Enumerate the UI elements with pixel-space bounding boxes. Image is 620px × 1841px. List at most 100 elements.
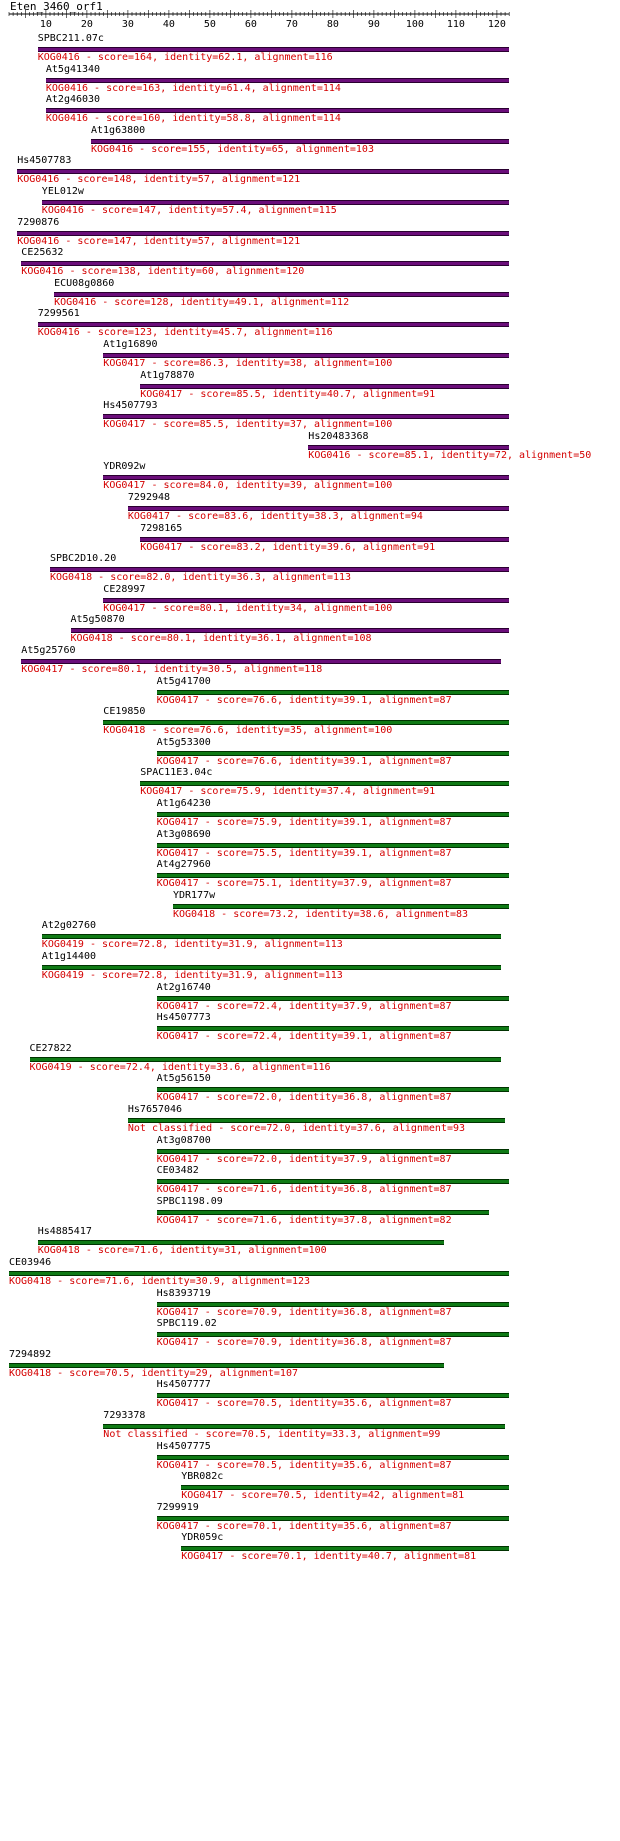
alignment-bar[interactable] (50, 567, 510, 573)
hit-name[interactable]: SPAC11E3.04c (140, 767, 213, 779)
hit-name[interactable]: At1g14400 (41, 951, 96, 962)
hit-name[interactable]: At1g64230 (156, 798, 211, 809)
hit-name[interactable]: At5g56150 (156, 1073, 211, 1085)
alignment-bar[interactable] (17, 169, 510, 175)
hit-row[interactable]: At1g16890 KOG0417 - score=86.3, identity=… (0, 339, 620, 375)
hit-name[interactable]: At5g53300 (156, 736, 211, 748)
hit-name[interactable]: CE19850 (103, 706, 146, 718)
hit-name[interactable]: 7299919 (156, 1501, 199, 1513)
hit-row[interactable]: CE19850 KOG0418 - score=76.6, identity=35… (0, 706, 620, 742)
hit-row[interactable]: At5g25760 KOG0417 - score=80.1, identity=… (0, 645, 620, 681)
alignment-bar[interactable] (127, 506, 510, 511)
alignment-bar[interactable] (127, 1118, 506, 1123)
hit-row[interactable]: 7299919 KOG0417 - score=70.1, identity=35… (0, 1502, 620, 1538)
alignment-bar[interactable] (140, 781, 510, 787)
hit-name[interactable]: Hs4885417 (37, 1226, 92, 1238)
hit-name[interactable]: Hs4507777 (156, 1379, 211, 1391)
hit-row[interactable]: SPBC211.07c KOG0416 - score=164, identity… (0, 33, 620, 69)
hit-name[interactable]: Hs7657046 (127, 1104, 183, 1115)
hit-row[interactable]: 7290876 KOG0416 - score=147, identity=57,… (0, 217, 620, 253)
hit-name[interactable]: Hs4507793 (103, 400, 158, 412)
alignment-bar[interactable] (54, 291, 510, 297)
hit-name[interactable]: Hs20483368 (308, 430, 369, 442)
hit-row[interactable]: At2g16740 KOG0417 - score=72.4, identity=… (0, 982, 620, 1018)
hit-name[interactable]: SPBC2D10.20 (50, 553, 117, 565)
hit-row[interactable]: ECU08g0860 KOG0416 - score=128, identity=… (0, 278, 620, 314)
alignment-bar[interactable] (156, 1179, 510, 1185)
alignment-bar[interactable] (156, 842, 510, 848)
hit-name[interactable]: At5g25760 (21, 645, 76, 656)
hit-name[interactable]: Hs8393719 (156, 1287, 211, 1299)
hit-row[interactable]: 7294892 KOG0418 - score=70.5, identity=29… (0, 1349, 620, 1385)
hit-name[interactable]: 7294892 (9, 1348, 52, 1360)
hit-name[interactable]: CE25632 (21, 247, 64, 259)
alignment-bar[interactable] (140, 383, 510, 389)
hit-name[interactable]: CE03482 (156, 1165, 199, 1177)
hit-name[interactable]: 7293378 (103, 1410, 146, 1421)
hit-row[interactable]: CE25632 KOG0416 - score=138, identity=60,… (0, 247, 620, 283)
hit-name[interactable]: SPBC1198.09 (156, 1195, 223, 1207)
hit-row[interactable]: 7298165 KOG0417 - score=83.2, identity=39… (0, 523, 620, 559)
hit-name[interactable]: At1g78870 (140, 369, 195, 381)
hit-row[interactable]: At5g41700 KOG0417 - score=76.6, identity=… (0, 676, 620, 712)
alignment-bar[interactable] (156, 1301, 510, 1307)
hit-row[interactable]: At4g27960 KOG0417 - score=75.1, identity=… (0, 859, 620, 895)
hit-row[interactable]: SPBC119.02 KOG0417 - score=70.9, identity… (0, 1318, 620, 1354)
hit-name[interactable]: ECU08g0860 (54, 277, 115, 289)
hit-row[interactable]: YDR177w KOG0418 - score=73.2, identity=38… (0, 890, 620, 926)
hit-name[interactable]: 7292948 (127, 492, 171, 503)
hit-row[interactable]: At1g64230 KOG0417 - score=75.9, identity=… (0, 798, 620, 834)
alignment-bar[interactable] (103, 475, 510, 481)
hit-row[interactable]: YDR059c KOG0417 - score=70.1, identity=40… (0, 1532, 620, 1568)
hit-name[interactable]: At3g08690 (156, 828, 211, 840)
alignment-bar[interactable] (37, 47, 510, 52)
hit-name[interactable]: At4g27960 (156, 859, 211, 871)
hit-row[interactable]: YBR082c KOG0417 - score=70.5, identity=42… (0, 1471, 620, 1507)
hit-row[interactable]: SPBC2D10.20 KOG0418 - score=82.0, identit… (0, 553, 620, 589)
alignment-bar[interactable] (103, 353, 510, 358)
hit-name[interactable]: At2g02760 (41, 920, 96, 932)
hit-name[interactable]: CE27822 (29, 1042, 72, 1054)
alignment-bar[interactable] (45, 77, 510, 83)
alignment-bar[interactable] (37, 1240, 444, 1246)
hit-row[interactable]: CE03946 KOG0418 - score=71.6, identity=30… (0, 1257, 620, 1293)
alignment-bar[interactable] (17, 230, 510, 236)
alignment-bar[interactable] (156, 873, 510, 879)
hit-row[interactable]: Hs4507783 KOG0416 - score=148, identity=5… (0, 155, 620, 191)
alignment-bar[interactable] (41, 965, 501, 970)
hit-name[interactable]: YDR092w (103, 461, 146, 473)
hit-row[interactable]: CE28997 KOG0417 - score=80.1, identity=34… (0, 584, 620, 620)
hit-row[interactable]: At3g08690 KOG0417 - score=75.5, identity=… (0, 829, 620, 865)
hit-name[interactable]: CE03946 (9, 1257, 52, 1268)
hit-row[interactable]: YEL012w KOG0416 - score=147, identity=57.… (0, 186, 620, 222)
hit-name[interactable]: At1g63800 (91, 124, 146, 136)
hit-row[interactable]: Hs4507777 KOG0417 - score=70.5, identity=… (0, 1379, 620, 1415)
hit-row[interactable]: SPAC11E3.04c KOG0417 - score=75.9, identi… (0, 767, 620, 803)
hit-name[interactable]: At5g41700 (156, 675, 211, 687)
alignment-bar[interactable] (156, 1515, 510, 1521)
hit-row[interactable]: At2g46030 KOG0416 - score=160, identity=5… (0, 94, 620, 130)
hit-name[interactable]: SPBC119.02 (156, 1318, 217, 1330)
alignment-bar[interactable] (156, 1026, 510, 1032)
alignment-bar[interactable] (308, 444, 510, 450)
alignment-bar[interactable] (156, 1454, 510, 1460)
alignment-bar[interactable] (70, 628, 510, 634)
hit-row[interactable]: At2g02760 KOG0419 - score=72.8, identity=… (0, 920, 620, 956)
hit-row[interactable]: At5g53300 KOG0417 - score=76.6, identity=… (0, 737, 620, 773)
alignment-bar[interactable] (103, 720, 510, 726)
hit-row[interactable]: At5g56150 KOG0417 - score=72.0, identity=… (0, 1073, 620, 1109)
alignment-bar[interactable] (41, 934, 501, 940)
hit-row[interactable]: SPBC1198.09 KOG0417 - score=71.6, identit… (0, 1196, 620, 1232)
alignment-bar[interactable] (21, 261, 510, 267)
hit-name[interactable]: 7290876 (17, 216, 60, 228)
hit-row[interactable]: At5g50870 KOG0418 - score=80.1, identity=… (0, 614, 620, 650)
hit-row[interactable]: Hs4507775 KOG0417 - score=70.5, identity=… (0, 1441, 620, 1477)
alignment-bar[interactable] (140, 536, 510, 542)
hit-name[interactable]: SPBC211.07c (37, 33, 104, 44)
hit-row[interactable]: Hs7657046 Not classified - score=72.0, id… (0, 1104, 620, 1140)
alignment-bar[interactable] (45, 108, 510, 114)
hit-row[interactable]: 7293378 Not classified - score=70.5, iden… (0, 1410, 620, 1446)
hit-name[interactable]: YDR059c (181, 1532, 224, 1544)
alignment-bar[interactable] (9, 1362, 444, 1368)
alignment-bar[interactable] (37, 322, 510, 328)
